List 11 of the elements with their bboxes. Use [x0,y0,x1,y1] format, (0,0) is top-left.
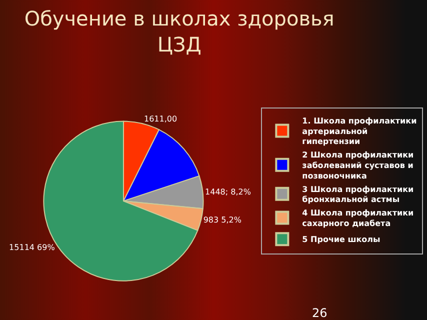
legend-label: 5 Прочие школы [302,235,380,244]
legend-label: 4 Школа профилактики сахарного диабета [302,208,414,228]
legend-label: 1. Школа профилактики артериальной гипертензии [302,116,417,146]
legend-label: 3 Школа профилактики бронхиальной астмы [302,184,414,204]
data-label: 1611,00 [144,114,178,124]
text: 26 [312,306,328,320]
chart-title: Обучение в школах здоровья ЦЗД [24,6,334,57]
legend-label: 2 Школа профилактики заболеваний суставов и позвоночника [302,150,414,180]
data-label: 983 5,2% [203,215,242,224]
data-label: 15114 69% [9,242,56,252]
data-label: 1448; 8,2% [205,188,252,197]
